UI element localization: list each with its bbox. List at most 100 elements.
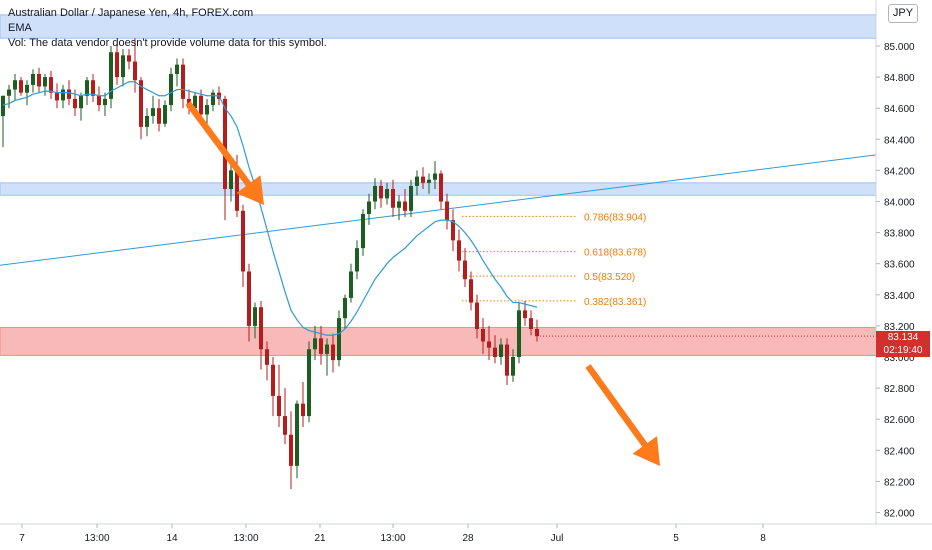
candle[interactable] [139,77,143,140]
candle-body [223,98,227,190]
candle[interactable] [91,73,95,102]
candle[interactable] [157,98,161,132]
candle[interactable] [421,167,425,190]
candle[interactable] [517,302,521,364]
candle[interactable] [169,67,173,112]
candle[interactable] [175,58,179,87]
candle-body [211,92,215,106]
candle[interactable] [433,161,437,190]
candle-body [157,108,161,124]
candle[interactable] [529,310,533,336]
candle[interactable] [331,333,335,373]
candle[interactable] [55,83,59,109]
volume-indicator-label[interactable]: Vol: The data vendor doesn't provide vol… [8,37,327,49]
candle[interactable] [493,335,497,364]
candle[interactable] [13,73,17,101]
candle[interactable] [205,98,209,124]
candle[interactable] [37,67,41,93]
candle[interactable] [259,301,263,370]
candle[interactable] [295,400,299,479]
candle-body [73,98,77,109]
candle[interactable] [121,49,125,87]
candle[interactable] [307,341,311,423]
candle[interactable] [403,189,407,218]
candle[interactable] [133,38,137,93]
candle-body [439,173,443,202]
candle[interactable] [445,193,449,230]
candle[interactable] [127,49,131,70]
price-tick-label: 85.000 [884,42,915,53]
candle[interactable] [397,195,401,221]
candle[interactable] [355,240,359,280]
candle[interactable] [43,73,47,96]
blue-zone-mid[interactable] [0,182,877,196]
candle[interactable] [373,178,377,210]
candle[interactable] [343,294,347,330]
candle[interactable] [511,349,515,382]
candle[interactable] [427,173,431,194]
price-tick-label: 83.200 [884,322,915,333]
candle[interactable] [181,58,185,109]
candle[interactable] [271,357,275,417]
currency-badge[interactable]: JPY [888,4,918,23]
candle[interactable] [487,325,491,361]
candle[interactable] [385,182,389,205]
candle[interactable] [523,301,527,326]
candle[interactable] [229,162,233,202]
candle[interactable] [163,100,167,127]
candle[interactable] [283,388,287,445]
candle[interactable] [253,302,257,339]
candle[interactable] [103,92,107,116]
candle[interactable] [49,70,53,99]
candle[interactable] [85,77,89,106]
candle[interactable] [7,84,11,109]
candle[interactable] [319,325,323,365]
candle[interactable] [535,319,539,342]
candle[interactable] [301,381,305,427]
candle[interactable] [31,69,35,93]
candle-body [265,349,269,365]
ema-line[interactable] [2,81,538,336]
candle[interactable] [289,411,293,490]
candle[interactable] [25,80,29,106]
candle[interactable] [475,294,479,339]
candle[interactable] [361,209,365,256]
candle[interactable] [325,338,329,376]
candle[interactable] [211,89,215,112]
candle[interactable] [499,338,503,365]
candle[interactable] [277,364,281,427]
symbol-title[interactable]: Australian Dollar / Japanese Yen, 4h, FO… [8,7,254,19]
candle[interactable] [61,84,65,109]
candle[interactable] [247,263,251,342]
candle[interactable] [439,170,443,210]
bearish-arrow-left[interactable] [185,101,264,205]
candle[interactable] [151,95,155,124]
candle[interactable] [379,179,383,208]
candle[interactable] [19,77,23,96]
candle[interactable] [115,42,119,85]
candle[interactable] [457,229,461,272]
candle[interactable] [241,204,245,288]
candle[interactable] [367,193,371,225]
candle[interactable] [265,341,269,381]
bearish-arrow-right[interactable] [585,364,660,466]
candle[interactable] [109,46,113,109]
candle[interactable] [349,263,353,303]
red-zone[interactable] [0,326,877,356]
trendline[interactable] [0,154,877,266]
candle[interactable] [463,248,467,288]
candle[interactable] [469,271,473,311]
candle[interactable] [481,318,485,354]
candle[interactable] [409,179,413,218]
candle[interactable] [79,92,83,121]
candle[interactable] [505,338,509,385]
candle[interactable] [337,310,341,367]
candle[interactable] [451,209,455,252]
candle[interactable] [1,95,5,148]
candle[interactable] [391,179,395,218]
candle[interactable] [145,108,149,137]
candle[interactable] [97,86,101,112]
candle[interactable] [415,170,419,196]
ema-indicator-label[interactable]: EMA [8,22,32,34]
